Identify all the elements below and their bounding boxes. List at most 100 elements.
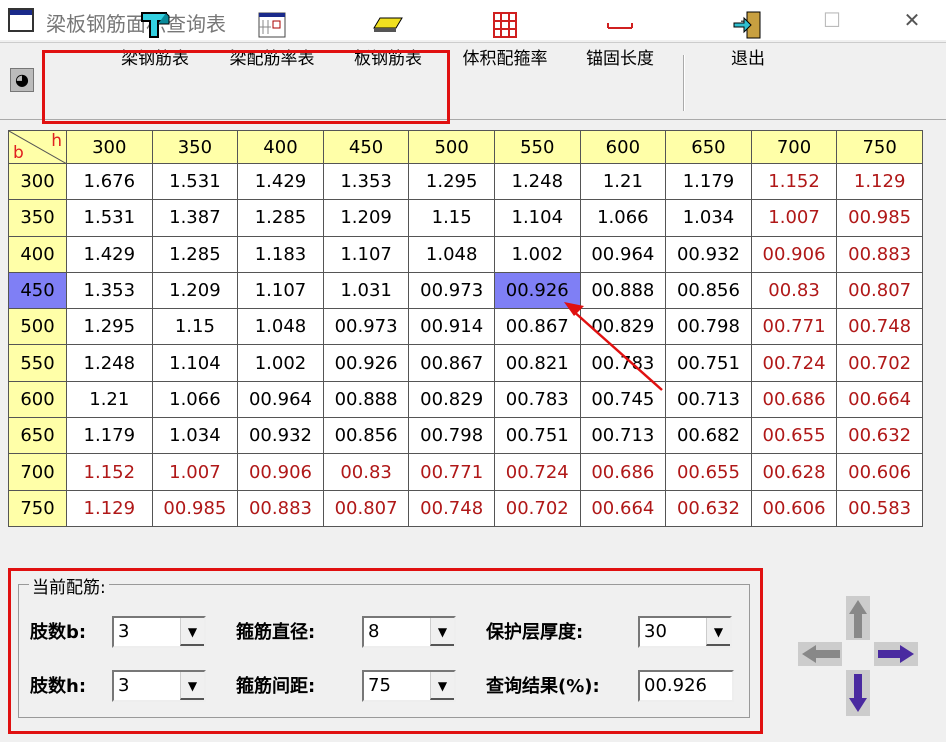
table-cell[interactable]: 00.771: [408, 453, 495, 491]
table-cell[interactable]: 1.007: [151, 453, 239, 491]
table-cell[interactable]: 1.129: [836, 162, 923, 201]
table-cell[interactable]: 1.15: [151, 308, 239, 346]
table-cell[interactable]: 00.807: [836, 271, 923, 310]
table-cell[interactable]: 00.686: [579, 453, 667, 491]
table-cell[interactable]: 1.285: [237, 199, 324, 237]
column-header[interactable]: 500: [408, 130, 495, 164]
table-cell[interactable]: 00.856: [665, 271, 752, 310]
table-cell[interactable]: 1.531: [151, 162, 239, 201]
chevron-down-icon[interactable]: ▼: [706, 618, 730, 646]
arrow-left-icon[interactable]: [798, 642, 842, 666]
arrow-down-icon[interactable]: [846, 670, 870, 716]
table-cell[interactable]: 00.807: [322, 489, 410, 527]
column-header[interactable]: 450: [322, 130, 410, 164]
table-cell[interactable]: 00.926: [322, 344, 410, 382]
table-cell[interactable]: 1.034: [151, 417, 239, 455]
row-header[interactable]: 300: [8, 162, 67, 201]
table-cell[interactable]: 00.973: [322, 308, 410, 346]
legs-h-select[interactable]: 3 ▼: [112, 670, 206, 702]
column-header[interactable]: 350: [151, 130, 239, 164]
table-cell[interactable]: 1.104: [151, 344, 239, 382]
table-cell[interactable]: 00.883: [836, 235, 923, 273]
table-cell[interactable]: 00.724: [493, 453, 581, 491]
table-cell[interactable]: 1.387: [151, 199, 239, 237]
chevron-down-icon[interactable]: ▼: [180, 672, 204, 700]
table-cell[interactable]: 1.066: [151, 380, 239, 419]
column-header[interactable]: 600: [579, 130, 667, 164]
table-cell[interactable]: 00.932: [665, 235, 752, 273]
table-cell[interactable]: 00.798: [408, 417, 495, 455]
table-cell[interactable]: 1.002: [493, 235, 581, 273]
table-cell[interactable]: 1.048: [408, 235, 495, 273]
table-cell[interactable]: 00.964: [579, 235, 667, 273]
table-cell[interactable]: 00.632: [836, 417, 923, 455]
table-cell[interactable]: 00.856: [322, 417, 410, 455]
table-cell[interactable]: 00.888: [322, 380, 410, 419]
table-cell[interactable]: 00.724: [750, 344, 838, 382]
table-cell[interactable]: 1.429: [66, 235, 153, 273]
table-cell[interactable]: 1.031: [322, 271, 410, 310]
table-cell[interactable]: 1.007: [750, 199, 838, 237]
table-cell[interactable]: 00.702: [836, 344, 923, 382]
table-cell[interactable]: 00.783: [493, 380, 581, 419]
table-cell[interactable]: 1.183: [237, 235, 324, 273]
table-cell[interactable]: 1.129: [66, 489, 153, 527]
tool-handle-icon[interactable]: ◕: [10, 68, 34, 92]
table-cell[interactable]: 00.829: [408, 380, 495, 419]
slab-rebar-table-button[interactable]: 板钢筋表: [342, 10, 434, 72]
table-cell[interactable]: 00.606: [750, 489, 838, 527]
chevron-down-icon[interactable]: ▼: [180, 618, 204, 646]
table-cell[interactable]: 00.745: [579, 380, 667, 419]
chevron-down-icon[interactable]: ▼: [430, 672, 454, 700]
table-cell[interactable]: 00.713: [579, 417, 667, 455]
table-cell[interactable]: 00.973: [408, 271, 495, 310]
maximize-button[interactable]: ☐: [823, 8, 841, 32]
table-cell[interactable]: 00.964: [237, 380, 324, 419]
table-cell[interactable]: 00.829: [579, 308, 667, 346]
arrow-right-icon[interactable]: [874, 642, 918, 666]
table-cell[interactable]: 00.686: [750, 380, 838, 419]
stirrup-diameter-select[interactable]: 8 ▼: [362, 616, 456, 648]
table-cell[interactable]: 00.606: [836, 453, 923, 491]
table-cell[interactable]: 00.655: [665, 453, 752, 491]
table-cell[interactable]: 1.21: [66, 380, 153, 419]
table-cell[interactable]: 1.295: [408, 162, 495, 201]
table-cell[interactable]: 00.771: [750, 308, 838, 346]
table-cell[interactable]: 00.83: [750, 271, 838, 310]
row-header[interactable]: 750: [8, 489, 67, 527]
table-cell[interactable]: 1.034: [665, 199, 752, 237]
table-cell[interactable]: 00.751: [493, 417, 581, 455]
table-cell[interactable]: 00.583: [836, 489, 923, 527]
table-cell[interactable]: 1.066: [579, 199, 667, 237]
table-cell[interactable]: 00.664: [836, 380, 923, 419]
table-cell[interactable]: 1.209: [322, 199, 410, 237]
beam-ratio-table-button[interactable]: 梁配筋率表: [216, 10, 328, 72]
table-cell[interactable]: 00.702: [493, 489, 581, 527]
table-cell[interactable]: 00.748: [408, 489, 495, 527]
table-cell[interactable]: 00.628: [750, 453, 838, 491]
row-header[interactable]: 400: [8, 235, 67, 273]
table-cell[interactable]: 1.152: [66, 453, 153, 491]
table-cell[interactable]: 1.429: [237, 162, 324, 201]
table-cell[interactable]: 00.83: [322, 453, 410, 491]
table-cell[interactable]: 1.285: [151, 235, 239, 273]
result-field[interactable]: 00.926: [638, 670, 734, 702]
table-cell[interactable]: 1.676: [66, 162, 153, 201]
table-cell[interactable]: 00.821: [493, 344, 581, 382]
table-cell[interactable]: 1.295: [66, 308, 153, 346]
table-cell[interactable]: 1.21: [579, 162, 667, 201]
table-cell[interactable]: 00.682: [665, 417, 752, 455]
beam-rebar-table-button[interactable]: 梁钢筋表: [110, 10, 200, 72]
stirrup-spacing-select[interactable]: 75 ▼: [362, 670, 456, 702]
row-header[interactable]: 700: [8, 453, 67, 491]
table-cell[interactable]: 1.002: [237, 344, 324, 382]
table-cell[interactable]: 00.867: [408, 344, 495, 382]
row-header[interactable]: 350: [8, 199, 67, 237]
volume-stirrup-ratio-button[interactable]: 体积配箍率: [450, 10, 560, 72]
table-cell[interactable]: 1.531: [66, 199, 153, 237]
table-cell[interactable]: 00.883: [237, 489, 324, 527]
table-cell[interactable]: 1.248: [66, 344, 153, 382]
table-cell[interactable]: 00.906: [237, 453, 324, 491]
table-cell[interactable]: 00.748: [836, 308, 923, 346]
table-cell[interactable]: 1.209: [151, 271, 239, 310]
